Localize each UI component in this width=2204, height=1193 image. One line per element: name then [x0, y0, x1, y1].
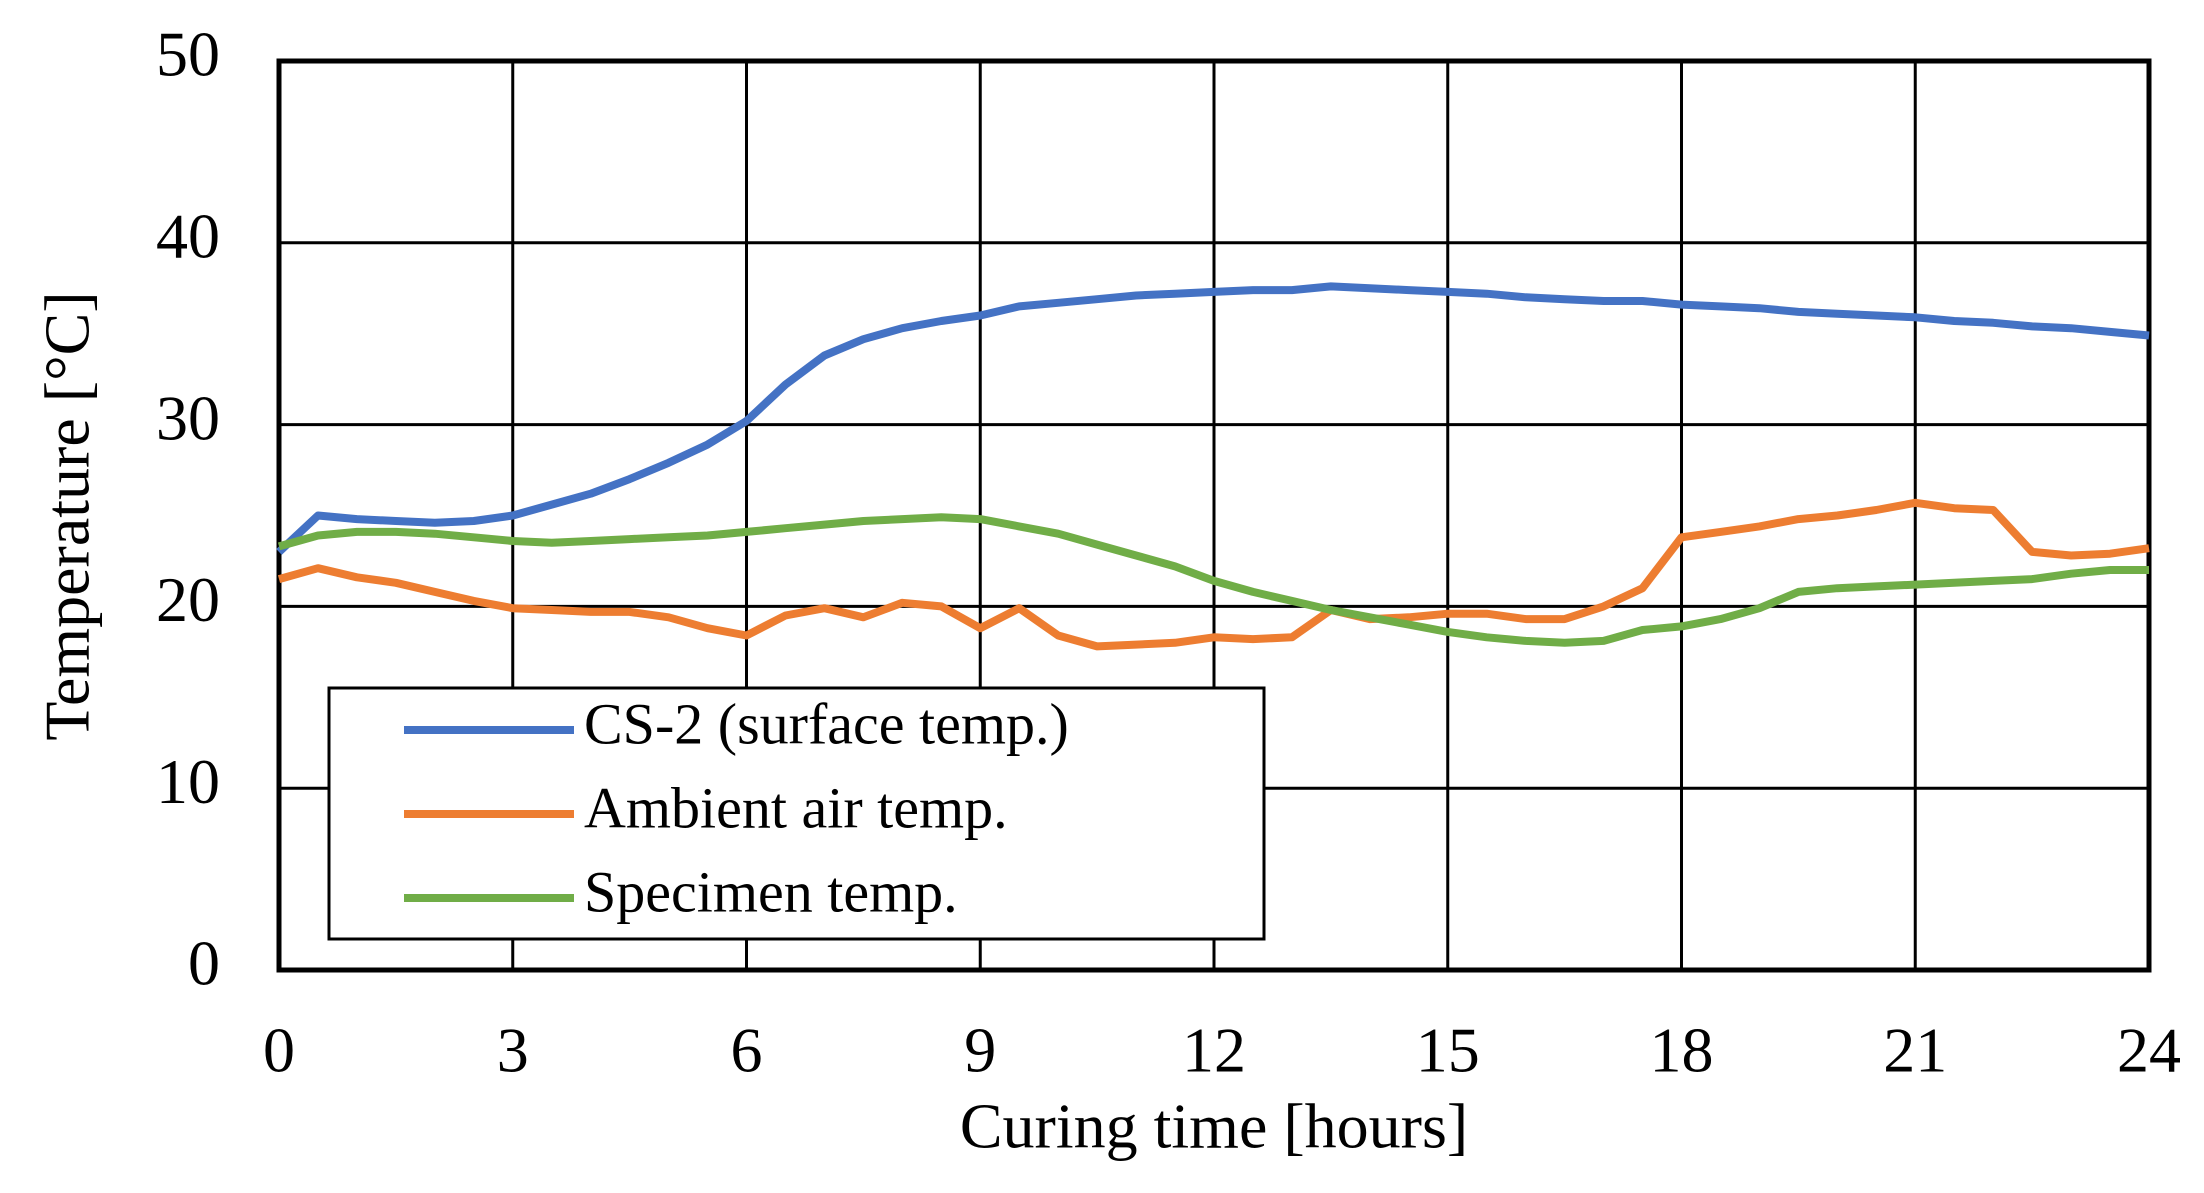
legend-label: CS-2 (surface temp.)	[584, 691, 1069, 756]
x-tick-label: 18	[1650, 1015, 1714, 1086]
x-tick-label: 0	[263, 1015, 295, 1086]
series-line	[276, 282, 2150, 555]
x-axis-title: Curing time [hours]	[960, 1091, 1468, 1162]
y-tick-label: 30	[156, 382, 220, 453]
plot-frame	[276, 58, 2152, 973]
y-tick-label: 20	[156, 564, 220, 635]
x-tick-label: 9	[964, 1015, 996, 1086]
y-tick-label: 10	[156, 746, 220, 817]
series-line	[277, 513, 2149, 647]
x-tick-label: 6	[731, 1015, 763, 1086]
x-tick-label: 21	[1883, 1015, 1947, 1086]
legend-label: Specimen temp.	[584, 859, 958, 924]
y-tick-label: 0	[188, 928, 220, 999]
x-tick-label: 3	[497, 1015, 529, 1086]
y-tick-label: 50	[156, 19, 220, 90]
series-line	[277, 498, 2150, 651]
x-tick-label: 24	[2117, 1015, 2181, 1086]
y-tick-label: 40	[156, 200, 220, 271]
x-tick-label: 12	[1182, 1015, 1246, 1086]
x-tick-label: 15	[1416, 1015, 1480, 1086]
legend-label: Ambient air temp.	[584, 775, 1008, 840]
y-axis-title: Temperature [°C]	[32, 291, 103, 740]
